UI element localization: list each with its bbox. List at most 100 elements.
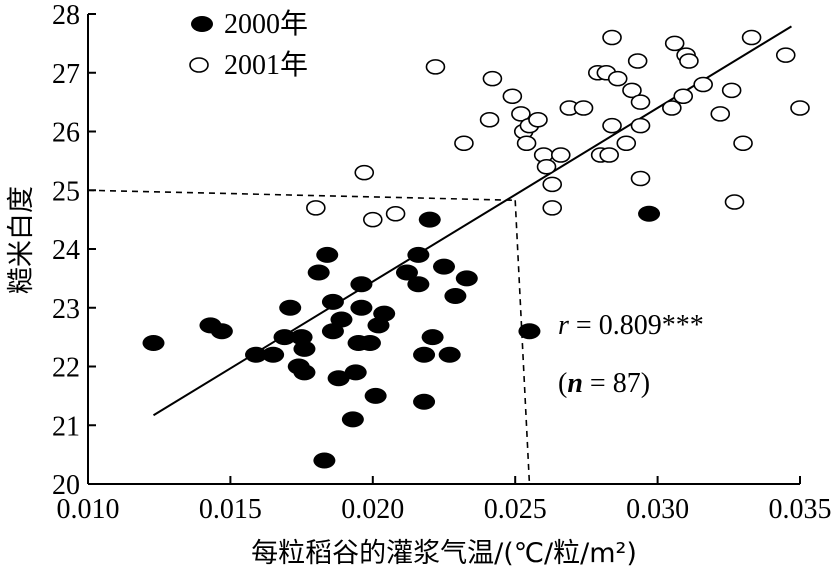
point-2001 [630,94,651,110]
point-2001 [607,70,628,87]
point-2000 [344,364,367,381]
point-2000 [293,340,316,357]
point-2001 [573,100,594,116]
point-2001 [599,147,619,163]
point-2000 [418,211,441,228]
point-2000 [210,323,233,340]
point-2001 [542,200,563,216]
n-annotation: (n = 87) [558,368,650,399]
point-2001 [664,35,685,52]
point-2001 [542,176,563,193]
legend-marker-2001 [189,57,209,73]
reference-lines [87,189,531,485]
stats-annotation: r = 0.809*** (n = 87) [558,310,704,399]
point-2000 [455,270,478,287]
vertical-reference-line [514,200,531,485]
point-2000 [313,452,336,469]
point-2001 [536,158,557,175]
point-2001 [616,135,637,152]
x-axis-ticks: 0.010 0.015 0.020 0.025 0.030 0.035 [57,476,832,525]
point-2001 [306,200,326,216]
point-2000 [142,335,165,351]
point-2001 [479,111,500,128]
point-2001 [502,88,523,105]
n-value: = 87) [583,368,650,399]
point-2000 [407,276,430,293]
point-2001 [627,53,648,69]
legend-label-2001: 2001年 [224,49,308,81]
point-2000 [321,323,344,340]
point-2001 [516,135,537,152]
y-tick-label: 25 [52,176,80,207]
x-axis-title: 每粒稻谷的灌浆气温/(℃/粒/m²) [251,538,637,569]
x-tick-label: 0.020 [341,494,404,525]
point-2000 [438,346,461,363]
point-2000 [279,299,302,316]
point-2000 [433,258,455,275]
point-2000 [341,411,364,428]
point-2001 [425,59,446,75]
point-2001 [511,106,531,122]
point-2000 [395,264,418,281]
y-tick-label: 26 [52,118,80,149]
n-symbol: n [567,368,583,399]
legend-marker-2000 [191,16,213,32]
point-2000 [421,329,444,346]
point-2001 [693,76,713,93]
horizontal-reference-line [87,189,516,202]
point-2000 [518,323,541,340]
point-2001 [602,29,622,46]
y-tick-label: 28 [52,0,80,31]
point-2001 [385,205,406,222]
legend-label-2000: 2000年 [224,8,308,40]
point-2000 [330,311,353,328]
point-2000 [350,276,373,293]
point-2001 [622,82,642,99]
point-2001 [630,170,651,187]
point-2001 [724,194,745,210]
point-2000 [364,387,387,404]
point-2000 [358,335,381,351]
y-tick-label: 24 [52,235,80,266]
point-2000 [373,305,396,322]
x-tick-label: 0.015 [199,494,262,525]
r-value: = 0.809*** [569,310,704,341]
data-points [142,29,810,469]
point-2000 [638,205,661,222]
point-2001 [775,47,796,63]
y-tick-label: 20 [52,470,80,501]
point-2001 [454,135,474,152]
x-tick-label: 0.025 [484,494,547,525]
point-2000 [293,364,316,381]
point-2001 [662,100,682,116]
point-2001 [710,106,731,122]
point-2000 [350,299,373,316]
y-tick-label: 21 [52,411,80,442]
point-2001 [679,53,699,69]
point-2000 [273,329,296,346]
y-tick-label: 22 [52,353,80,384]
point-2001 [673,88,694,105]
y-axis-ticks: 20 21 22 23 24 25 26 27 28 [52,0,96,501]
point-2001 [354,164,375,181]
point-2001 [741,29,762,46]
r-annotation: r = 0.809*** [558,310,704,341]
point-2001 [733,135,753,152]
point-2000 [413,393,436,410]
point-2000 [321,293,344,310]
point-2000 [413,346,436,363]
point-2000 [245,346,268,363]
x-tick-label: 0.030 [626,494,689,525]
x-tick-label: 0.010 [57,494,120,525]
point-2000 [307,264,330,281]
y-tick-label: 23 [52,294,80,325]
point-2000 [316,246,339,263]
n-open-paren: ( [558,368,567,399]
point-2001 [602,117,622,134]
point-2001 [550,147,571,163]
y-tick-label: 27 [52,59,80,90]
legend: 2000年 2001年 [189,8,308,81]
point-2001 [630,117,651,134]
point-2001 [528,111,548,128]
